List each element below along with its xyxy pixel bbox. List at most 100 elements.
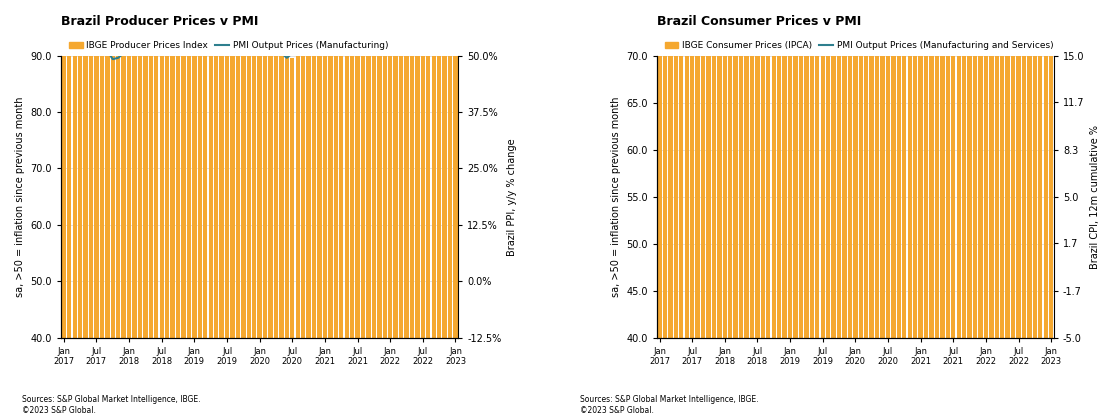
- Bar: [847, 0, 852, 338]
- Bar: [755, 0, 759, 338]
- Bar: [209, 19, 213, 338]
- Bar: [105, 56, 109, 338]
- Bar: [432, 0, 436, 338]
- Bar: [241, 36, 245, 338]
- Bar: [437, 0, 442, 338]
- Bar: [377, 0, 381, 338]
- Y-axis label: Brazil PPI, y/y % change: Brazil PPI, y/y % change: [507, 138, 517, 256]
- Bar: [67, 56, 71, 338]
- Bar: [885, 0, 890, 338]
- Bar: [192, 24, 196, 338]
- Bar: [171, 0, 175, 338]
- Bar: [772, 0, 776, 338]
- Bar: [203, 13, 207, 338]
- Bar: [913, 0, 918, 338]
- Bar: [127, 56, 132, 338]
- Text: Brazil Consumer Prices v PMI: Brazil Consumer Prices v PMI: [657, 15, 861, 28]
- Bar: [186, 22, 191, 338]
- Bar: [176, 8, 181, 338]
- Bar: [995, 0, 999, 338]
- Bar: [673, 0, 678, 338]
- Bar: [328, 36, 332, 338]
- Bar: [924, 0, 929, 338]
- Bar: [1044, 0, 1048, 338]
- Bar: [1049, 0, 1054, 338]
- Bar: [658, 0, 661, 338]
- Bar: [875, 0, 880, 338]
- Bar: [165, 0, 169, 338]
- Bar: [662, 0, 667, 338]
- Bar: [318, 56, 321, 338]
- Bar: [258, 56, 262, 338]
- Text: Brazil Producer Prices v PMI: Brazil Producer Prices v PMI: [61, 15, 259, 28]
- Bar: [739, 0, 744, 338]
- Bar: [345, 0, 349, 338]
- Bar: [1006, 0, 1010, 338]
- Bar: [711, 0, 716, 338]
- Bar: [968, 0, 972, 338]
- Bar: [269, 56, 273, 338]
- Bar: [420, 0, 425, 338]
- Bar: [749, 0, 754, 338]
- Bar: [322, 56, 327, 338]
- Bar: [72, 56, 77, 338]
- Bar: [454, 0, 457, 338]
- Bar: [143, 39, 147, 338]
- Bar: [881, 0, 884, 338]
- Bar: [983, 0, 988, 338]
- Bar: [929, 0, 933, 338]
- Bar: [312, 56, 317, 338]
- Bar: [394, 0, 398, 338]
- Bar: [837, 0, 841, 338]
- Bar: [225, 30, 230, 338]
- Bar: [902, 0, 906, 338]
- Text: Sources: S&P Global Market Intelligence, IBGE.
©2023 S&P Global.: Sources: S&P Global Market Intelligence,…: [22, 396, 201, 415]
- Y-axis label: sa, >50 = inflation since previous month: sa, >50 = inflation since previous month: [611, 96, 621, 297]
- Bar: [367, 0, 370, 338]
- Bar: [405, 0, 409, 338]
- Bar: [356, 0, 360, 338]
- Bar: [685, 0, 689, 338]
- Bar: [788, 0, 793, 338]
- Bar: [99, 56, 104, 338]
- Bar: [798, 0, 803, 338]
- Bar: [231, 36, 234, 338]
- Text: Sources: S&P Global Market Intelligence, IBGE.
©2023 S&P Global.: Sources: S&P Global Market Intelligence,…: [580, 396, 758, 415]
- Bar: [706, 0, 710, 338]
- Bar: [220, 27, 224, 338]
- Bar: [896, 0, 901, 338]
- Bar: [826, 0, 831, 338]
- Bar: [1027, 0, 1031, 338]
- Bar: [382, 0, 387, 338]
- Bar: [246, 33, 251, 338]
- Bar: [279, 56, 283, 338]
- Bar: [1000, 0, 1005, 338]
- Bar: [957, 0, 961, 338]
- Bar: [859, 0, 863, 338]
- Bar: [679, 0, 683, 338]
- Bar: [263, 56, 268, 338]
- Bar: [448, 0, 453, 338]
- Bar: [978, 0, 982, 338]
- Y-axis label: sa, >50 = inflation since previous month: sa, >50 = inflation since previous month: [14, 96, 25, 297]
- Bar: [870, 0, 874, 338]
- Bar: [919, 0, 923, 338]
- Bar: [1032, 0, 1037, 338]
- Bar: [252, 51, 256, 338]
- Bar: [946, 0, 950, 338]
- Bar: [235, 30, 240, 338]
- Bar: [197, 22, 202, 338]
- Bar: [989, 0, 993, 338]
- Bar: [842, 0, 846, 338]
- Bar: [301, 56, 306, 338]
- Bar: [410, 0, 414, 338]
- Bar: [415, 0, 419, 338]
- Bar: [333, 16, 338, 338]
- Bar: [783, 0, 787, 338]
- Bar: [214, 24, 219, 338]
- Bar: [159, 5, 164, 338]
- Bar: [133, 47, 137, 338]
- Bar: [154, 13, 158, 338]
- Bar: [426, 0, 430, 338]
- Bar: [122, 56, 126, 338]
